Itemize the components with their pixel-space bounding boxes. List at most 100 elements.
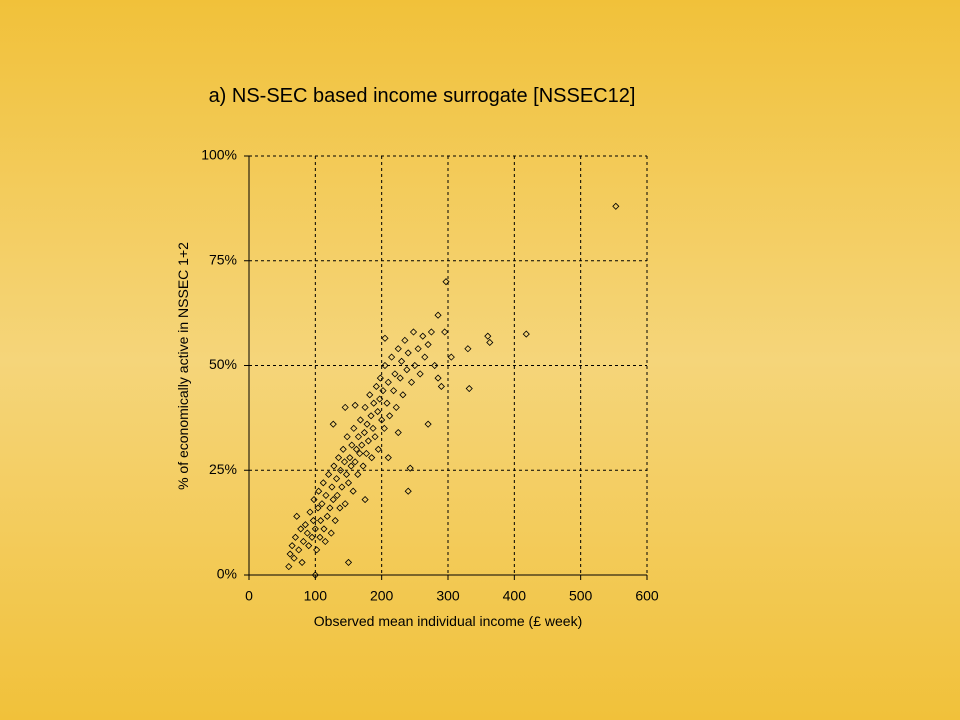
- point: [340, 458, 349, 466]
- point: [522, 330, 530, 338]
- point: [419, 332, 427, 340]
- point: [386, 412, 394, 420]
- point: [341, 500, 349, 508]
- point: [465, 384, 473, 393]
- point: [356, 416, 365, 424]
- x-tick-label: 500: [569, 588, 593, 604]
- point: [293, 512, 301, 520]
- point: [346, 454, 354, 462]
- point: [331, 516, 339, 525]
- point: [404, 487, 412, 495]
- point: [401, 336, 409, 344]
- point: [351, 401, 359, 409]
- point: [360, 428, 368, 437]
- point: [364, 437, 372, 445]
- point: [409, 328, 418, 336]
- point: [363, 420, 371, 428]
- point: [352, 445, 361, 453]
- point: [317, 516, 325, 525]
- point: [347, 462, 355, 470]
- point: [338, 483, 346, 491]
- point: [306, 508, 314, 516]
- point: [314, 504, 322, 512]
- point: [404, 349, 412, 357]
- point: [320, 525, 328, 533]
- point: [297, 525, 305, 533]
- y-tick-label: 25%: [209, 461, 237, 477]
- point: [392, 403, 400, 411]
- point: [391, 370, 399, 378]
- y-axis-label: % of economically active in NSSEC 1+2: [175, 242, 191, 490]
- point: [343, 433, 351, 441]
- point: [310, 496, 318, 504]
- point: [301, 521, 309, 529]
- point: [421, 353, 429, 361]
- point: [374, 445, 382, 453]
- point: [370, 399, 378, 407]
- point: [319, 479, 327, 487]
- point: [311, 571, 319, 579]
- point: [484, 332, 492, 340]
- point: [396, 374, 404, 382]
- point: [411, 361, 419, 370]
- point: [326, 504, 334, 512]
- point: [303, 529, 311, 537]
- point: [368, 454, 376, 462]
- point: [336, 504, 344, 512]
- chart-title: a) NS-SEC based income surrogate [NSSEC1…: [209, 85, 636, 107]
- point: [322, 491, 330, 499]
- point: [390, 387, 398, 395]
- point: [464, 345, 472, 353]
- point: [299, 537, 307, 546]
- point: [329, 496, 337, 504]
- point: [371, 433, 379, 441]
- point: [414, 345, 422, 353]
- point: [328, 483, 336, 491]
- point: [358, 441, 366, 449]
- point: [325, 470, 333, 479]
- point: [486, 338, 494, 347]
- point: [348, 441, 356, 449]
- point: [351, 458, 359, 466]
- point: [362, 449, 370, 458]
- point: [290, 554, 298, 562]
- point: [333, 491, 341, 499]
- point: [285, 563, 293, 571]
- point: [354, 470, 362, 479]
- point: [344, 479, 353, 487]
- point: [384, 454, 392, 462]
- point: [309, 516, 317, 525]
- point: [442, 278, 450, 286]
- x-tick-label: 300: [436, 588, 460, 604]
- point: [323, 512, 331, 520]
- point: [388, 353, 396, 361]
- point: [336, 466, 345, 474]
- y-tick-label: 100%: [201, 147, 237, 163]
- point: [361, 403, 369, 411]
- y-tick-label: 50%: [209, 356, 237, 372]
- point: [372, 382, 380, 391]
- y-tick-label: 75%: [209, 251, 237, 267]
- point: [427, 328, 435, 336]
- point: [298, 558, 306, 566]
- point: [341, 403, 349, 411]
- point: [367, 412, 375, 420]
- point: [394, 345, 402, 353]
- point: [369, 424, 377, 432]
- point: [376, 374, 384, 382]
- point: [376, 395, 384, 403]
- point: [406, 464, 414, 472]
- point: [441, 328, 449, 336]
- point: [316, 533, 324, 541]
- point: [379, 387, 387, 395]
- point: [313, 546, 321, 554]
- point: [437, 382, 445, 391]
- point: [431, 361, 439, 370]
- point: [288, 542, 296, 550]
- x-tick-label: 100: [304, 588, 328, 604]
- point: [354, 433, 363, 441]
- point: [315, 487, 323, 495]
- y-tick-label: 0%: [217, 566, 237, 582]
